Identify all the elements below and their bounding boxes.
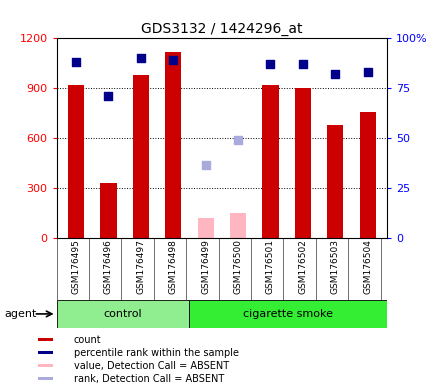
- Text: GSM176499: GSM176499: [201, 239, 210, 294]
- Text: GSM176503: GSM176503: [330, 239, 339, 294]
- Bar: [188, 300, 386, 328]
- Text: GSM176502: GSM176502: [298, 239, 307, 294]
- Point: [105, 93, 112, 99]
- Bar: [100, 183, 116, 238]
- Point: [363, 69, 370, 75]
- Text: GSM176500: GSM176500: [233, 239, 242, 294]
- Text: GSM176504: GSM176504: [362, 239, 372, 294]
- Point: [234, 137, 241, 143]
- Text: rank, Detection Call = ABSENT: rank, Detection Call = ABSENT: [74, 374, 224, 384]
- Point: [169, 57, 176, 63]
- Text: control: control: [103, 309, 141, 319]
- Text: GSM176498: GSM176498: [168, 239, 178, 294]
- Point: [331, 71, 338, 78]
- Text: GSM176501: GSM176501: [265, 239, 274, 294]
- Text: value, Detection Call = ABSENT: value, Detection Call = ABSENT: [74, 361, 228, 371]
- Bar: [262, 85, 278, 238]
- Bar: [197, 218, 213, 238]
- Bar: [56, 300, 188, 328]
- Bar: [230, 213, 246, 238]
- Text: GSM176496: GSM176496: [104, 239, 113, 294]
- Bar: [132, 75, 148, 238]
- Text: agent: agent: [4, 309, 36, 319]
- Bar: [38, 364, 53, 367]
- Bar: [68, 85, 84, 238]
- Point: [137, 55, 144, 61]
- Title: GDS3132 / 1424296_at: GDS3132 / 1424296_at: [141, 22, 302, 36]
- Text: GSM176497: GSM176497: [136, 239, 145, 294]
- Text: percentile rank within the sample: percentile rank within the sample: [74, 348, 238, 358]
- Bar: [38, 377, 53, 380]
- Point: [202, 162, 209, 168]
- Bar: [38, 351, 53, 354]
- Text: count: count: [74, 335, 101, 345]
- Point: [72, 59, 79, 65]
- Bar: [326, 125, 342, 238]
- Point: [266, 61, 273, 68]
- Bar: [38, 338, 53, 341]
- Point: [299, 61, 306, 68]
- Text: GSM176495: GSM176495: [71, 239, 80, 294]
- Bar: [294, 88, 310, 238]
- Text: cigarette smoke: cigarette smoke: [243, 309, 332, 319]
- Bar: [359, 112, 375, 238]
- Bar: [165, 52, 181, 238]
